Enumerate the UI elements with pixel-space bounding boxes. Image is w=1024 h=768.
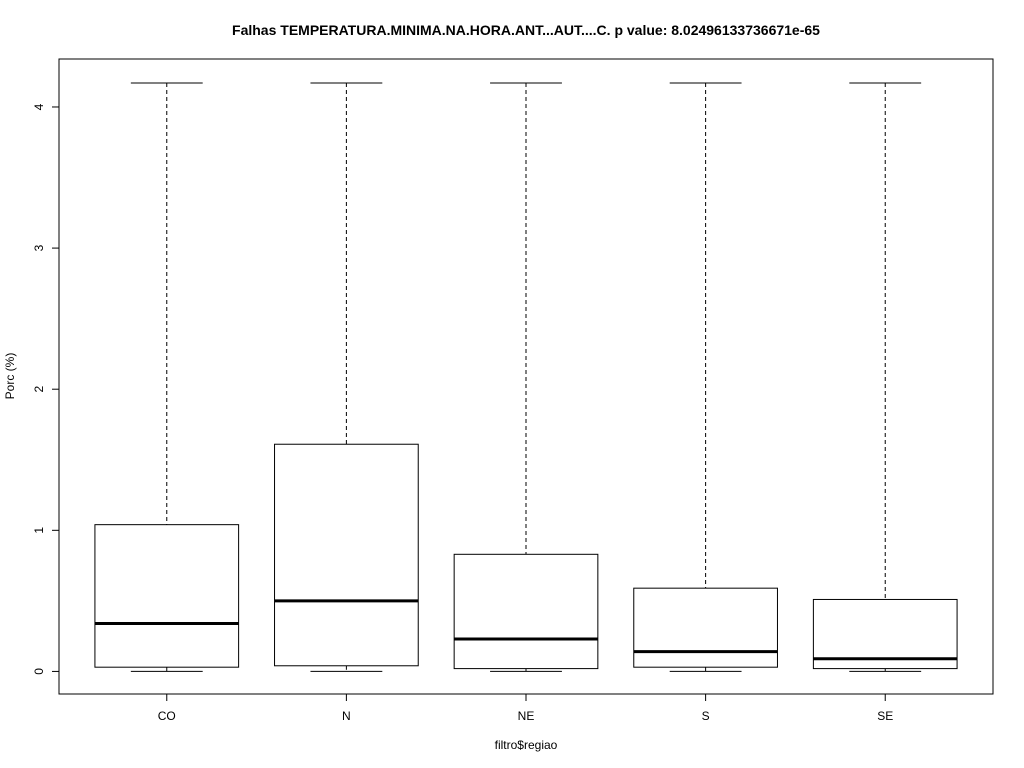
iqr-box [633, 587, 778, 668]
x-tick-label: CO [158, 709, 176, 723]
y-axis: 0 1 2 3 4 [32, 103, 60, 675]
iqr-box [453, 553, 599, 670]
box-N [274, 82, 419, 672]
iqr-box [94, 524, 240, 668]
chart-title: Falhas TEMPERATURA.MINIMA.NA.HORA.ANT...… [232, 22, 820, 38]
y-tick-label: 2 [32, 386, 46, 393]
x-axis-label: filtro$regiao [495, 738, 558, 752]
x-tick-label: N [342, 709, 351, 723]
box-NE [453, 82, 599, 672]
y-tick-label: 0 [32, 668, 46, 675]
x-tick-label: NE [518, 709, 535, 723]
y-tick-label: 4 [32, 103, 46, 110]
iqr-box [274, 443, 419, 667]
x-tick-label: S [702, 709, 710, 723]
x-axis: CO N NE S SE [158, 693, 893, 723]
x-tick-label: SE [877, 709, 893, 723]
y-tick-label: 3 [32, 244, 46, 251]
boxes-group [94, 82, 958, 672]
y-axis-label: Porc (%) [3, 353, 17, 400]
iqr-box [812, 598, 958, 670]
box-SE [812, 82, 958, 672]
box-S [633, 82, 778, 672]
y-tick-label: 1 [32, 527, 46, 534]
box-CO [94, 82, 240, 672]
